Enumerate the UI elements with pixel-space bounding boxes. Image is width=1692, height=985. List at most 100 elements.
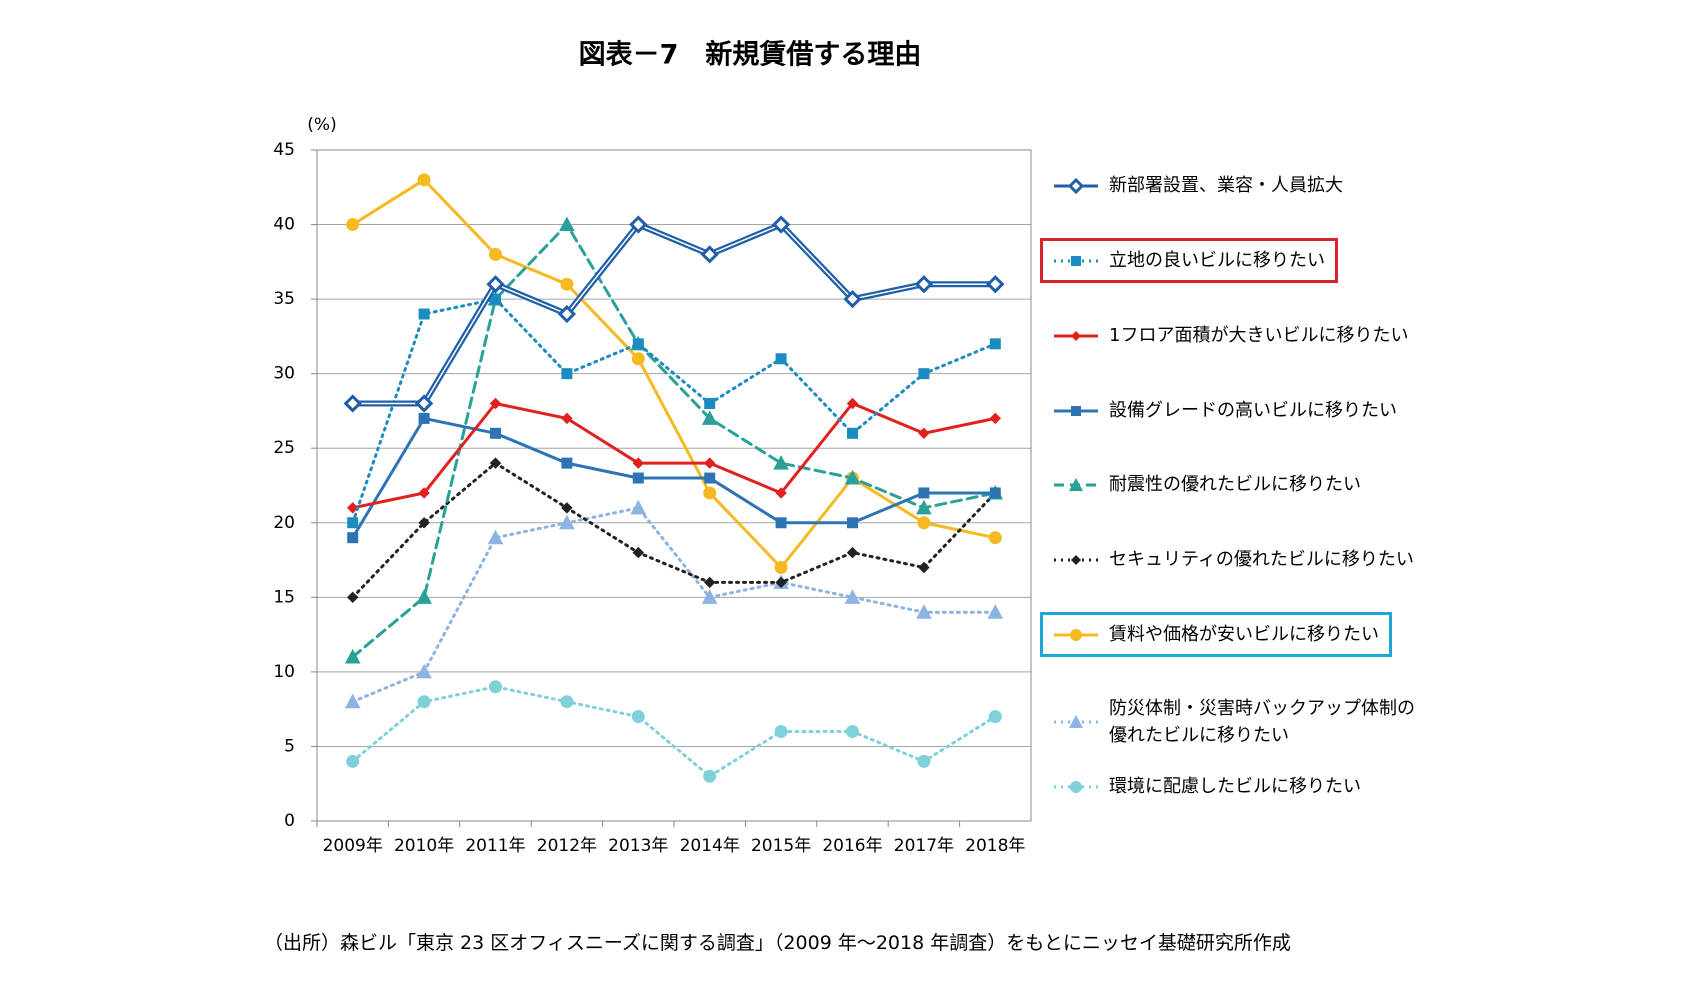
marker	[487, 529, 504, 545]
series-line	[351, 177, 997, 570]
marker	[418, 487, 430, 499]
y-tick-label: 45	[273, 140, 295, 160]
marker	[918, 487, 930, 499]
series-line	[351, 461, 997, 599]
marker	[347, 532, 359, 544]
marker	[418, 308, 430, 320]
legend-label: 設備グレードの高いビルに移りたい	[1109, 400, 1397, 421]
marker	[346, 754, 360, 768]
legend-label: 新部署設置、業容・人員拡大	[1109, 175, 1343, 196]
legend-marker	[1070, 628, 1082, 641]
marker	[989, 338, 1001, 350]
legend-entry: 1フロア面積が大きいビルに移りたい	[1040, 313, 1421, 358]
marker	[917, 516, 931, 530]
legend-label: 環境に配慮したビルに移りたい	[1109, 776, 1361, 797]
marker	[561, 457, 573, 469]
legend-icon	[1054, 255, 1098, 266]
marker	[560, 695, 574, 709]
marker	[704, 472, 716, 484]
series-line	[351, 685, 997, 779]
marker	[632, 472, 644, 484]
source-note: （出所）森ビル「東京 23 区オフィスニーズに関する調査」（2009 年～201…	[264, 932, 1291, 954]
legend-icon	[1054, 715, 1098, 728]
marker	[771, 215, 791, 234]
marker	[918, 368, 930, 380]
legend-label: 防災体制・災害時バックアップ体制の 優れたビルに移りたい	[1109, 698, 1415, 746]
marker	[416, 589, 432, 604]
x-tick-label: 2016年	[822, 836, 882, 856]
marker	[559, 514, 575, 530]
series-line	[351, 223, 997, 405]
series-line	[351, 506, 997, 704]
marker	[846, 725, 859, 739]
marker	[703, 769, 717, 783]
x-tick-label: 2009年	[323, 836, 383, 856]
marker	[417, 173, 431, 187]
x-tick-label: 2014年	[680, 836, 740, 856]
marker	[347, 517, 359, 529]
marker	[700, 245, 719, 264]
marker	[703, 457, 716, 469]
marker	[914, 275, 934, 294]
series-line	[351, 297, 997, 525]
marker	[774, 561, 788, 575]
legend-label: 耐震性の優れたビルに移りたい	[1109, 474, 1361, 495]
marker	[988, 531, 1002, 545]
legend-marker	[1071, 554, 1081, 565]
marker	[775, 487, 787, 499]
marker	[846, 546, 859, 559]
marker	[916, 499, 932, 515]
marker	[632, 546, 645, 559]
marker	[847, 427, 858, 439]
marker	[343, 394, 362, 413]
legend-marker	[1070, 780, 1082, 793]
x-tick-label: 2015年	[751, 836, 811, 856]
x-tick-label: 2018年	[965, 836, 1025, 856]
legend-marker	[1071, 255, 1081, 266]
legend-marker	[1071, 330, 1081, 341]
legend-icon	[1054, 477, 1098, 491]
y-tick-label: 40	[273, 215, 295, 235]
marker	[346, 218, 360, 232]
legend-entry: 立地の良いビルに移りたい	[1040, 238, 1338, 283]
x-tick-label: 2013年	[608, 836, 668, 856]
y-tick-label: 30	[273, 364, 295, 384]
legend-entry: 新部署設置、業容・人員拡大	[1040, 163, 1356, 208]
marker	[773, 455, 789, 470]
y-tick-label: 0	[284, 811, 295, 831]
marker	[344, 693, 361, 709]
y-tick-label: 20	[273, 513, 295, 533]
legend-icon	[1054, 628, 1098, 641]
marker	[346, 591, 359, 604]
marker	[416, 663, 432, 679]
marker	[346, 502, 359, 514]
legend-entry: 設備グレードの高いビルに移りたい	[1040, 388, 1410, 433]
marker	[775, 576, 787, 589]
marker	[774, 725, 788, 739]
marker	[418, 517, 430, 529]
marker	[775, 517, 787, 529]
marker	[417, 695, 431, 709]
marker	[701, 410, 718, 425]
marker	[418, 412, 430, 424]
marker	[486, 275, 505, 294]
marker	[918, 427, 930, 440]
marker	[986, 275, 1005, 294]
y-tick-label: 5	[284, 736, 295, 756]
legend-label: 立地の良いビルに移りたい	[1109, 250, 1325, 271]
marker	[701, 589, 718, 604]
marker	[704, 397, 716, 409]
series-line	[351, 401, 997, 510]
marker	[557, 304, 577, 324]
legend-entry: 環境に配慮したビルに移りたい	[1040, 764, 1374, 809]
marker	[559, 216, 575, 232]
legend-entry: 賃料や価格が安いビルに移りたい	[1040, 612, 1392, 657]
marker	[843, 289, 862, 309]
marker	[989, 487, 1001, 499]
marker	[489, 680, 502, 694]
legend-marker	[1069, 477, 1083, 491]
legend-icon	[1054, 554, 1098, 565]
marker	[631, 352, 645, 366]
marker	[490, 293, 501, 305]
